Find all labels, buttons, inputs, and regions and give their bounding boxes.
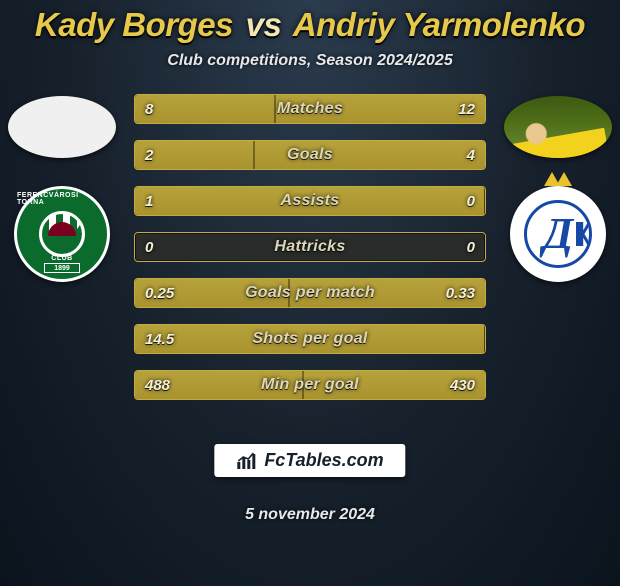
stat-bar: 24Goals	[134, 140, 486, 170]
stat-label: Matches	[135, 95, 485, 123]
player1-portrait	[8, 96, 116, 158]
dynamo-crest: Д	[510, 186, 606, 282]
crest-d-letter: Д	[543, 212, 573, 256]
brand-badge: FcTables.com	[214, 444, 405, 477]
stat-bar: 812Matches	[134, 94, 486, 124]
stat-bar: 488430Min per goal	[134, 370, 486, 400]
stat-bar: 10Assists	[134, 186, 486, 216]
stat-bar: 00Hattricks	[134, 232, 486, 262]
title-player1: Kady Borges	[35, 6, 233, 43]
player2-portrait	[504, 96, 612, 158]
brand-text: FcTables.com	[264, 450, 383, 471]
chart-icon	[236, 452, 258, 470]
crest-inner	[39, 211, 85, 257]
stat-label: Shots per goal	[135, 325, 485, 353]
comparison-content: FERENCVÁROSI TORNA CLUB 1899 Д 812Matche…	[0, 94, 620, 414]
right-side: Д	[498, 96, 618, 282]
page-title: Kady Borges vs Andriy Yarmolenko	[0, 6, 620, 44]
stat-bars: 812Matches 24Goals 10Assists 00Hattricks 0.2…	[134, 94, 486, 400]
footer-date: 5 november 2024	[0, 506, 620, 524]
subtitle: Club competitions, Season 2024/2025	[0, 52, 620, 70]
crest-year: 1899	[44, 263, 80, 273]
title-vs: vs	[246, 6, 282, 43]
stat-bar: 14.5Shots per goal	[134, 324, 486, 354]
crest-text-top: FERENCVÁROSI TORNA	[17, 192, 107, 206]
stat-bar: 0.250.33Goals per match	[134, 278, 486, 308]
stat-label: Min per goal	[135, 371, 485, 399]
ferencvaros-crest: FERENCVÁROSI TORNA CLUB 1899	[14, 186, 110, 282]
left-side: FERENCVÁROSI TORNA CLUB 1899	[2, 96, 122, 282]
stat-label: Assists	[135, 187, 485, 215]
stat-label: Goals per match	[135, 279, 485, 307]
stat-label: Hattricks	[135, 233, 485, 261]
title-player2: Andriy Yarmolenko	[293, 6, 585, 43]
stat-label: Goals	[135, 141, 485, 169]
